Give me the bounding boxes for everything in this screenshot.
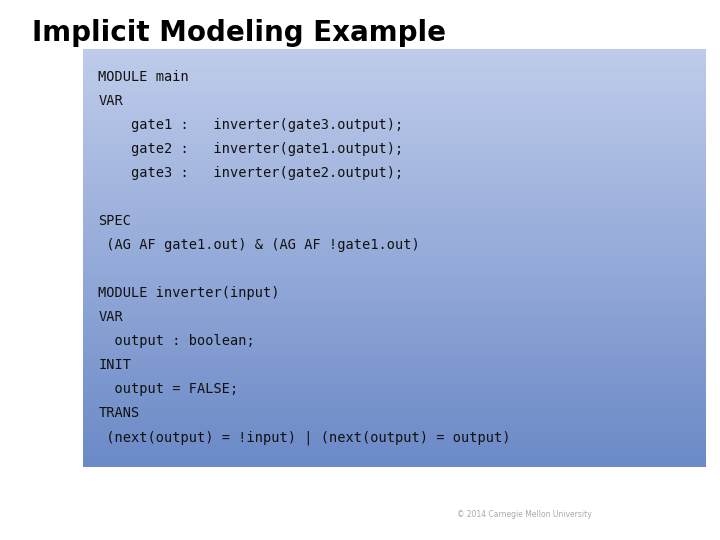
Text: INIT: INIT — [99, 359, 131, 372]
Text: MODULE inverter(input): MODULE inverter(input) — [99, 286, 280, 300]
Text: Softw: Softw — [313, 502, 395, 526]
Text: output = FALSE;: output = FALSE; — [99, 382, 238, 396]
Text: (AG AF gate1.out) & (AG AF !gate1.out): (AG AF gate1.out) & (AG AF !gate1.out) — [99, 238, 420, 252]
Text: gate1 :   inverter(gate3.output);: gate1 : inverter(gate3.output); — [99, 118, 404, 132]
Text: MODULE main: MODULE main — [99, 70, 189, 84]
Text: © 2014 Carnegie Mellon University: © 2014 Carnegie Mellon University — [457, 510, 592, 519]
Text: Implicit Modeling Example: Implicit Modeling Example — [32, 19, 446, 47]
Text: VAR: VAR — [99, 93, 123, 107]
Text: output : boolean;: output : boolean; — [99, 334, 255, 348]
Text: VAR: VAR — [99, 310, 123, 324]
Text: 33: 33 — [680, 508, 696, 521]
Text: SPEC: SPEC — [99, 214, 131, 228]
Text: (next(output) = !input) | (next(output) = output): (next(output) = !input) | (next(output) … — [99, 430, 511, 445]
Text: gate3 :   inverter(gate2.output);: gate3 : inverter(gate2.output); — [99, 166, 404, 180]
Text: gate2 :   inverter(gate1.output);: gate2 : inverter(gate1.output); — [99, 141, 404, 156]
Text: TRANS: TRANS — [99, 407, 140, 421]
